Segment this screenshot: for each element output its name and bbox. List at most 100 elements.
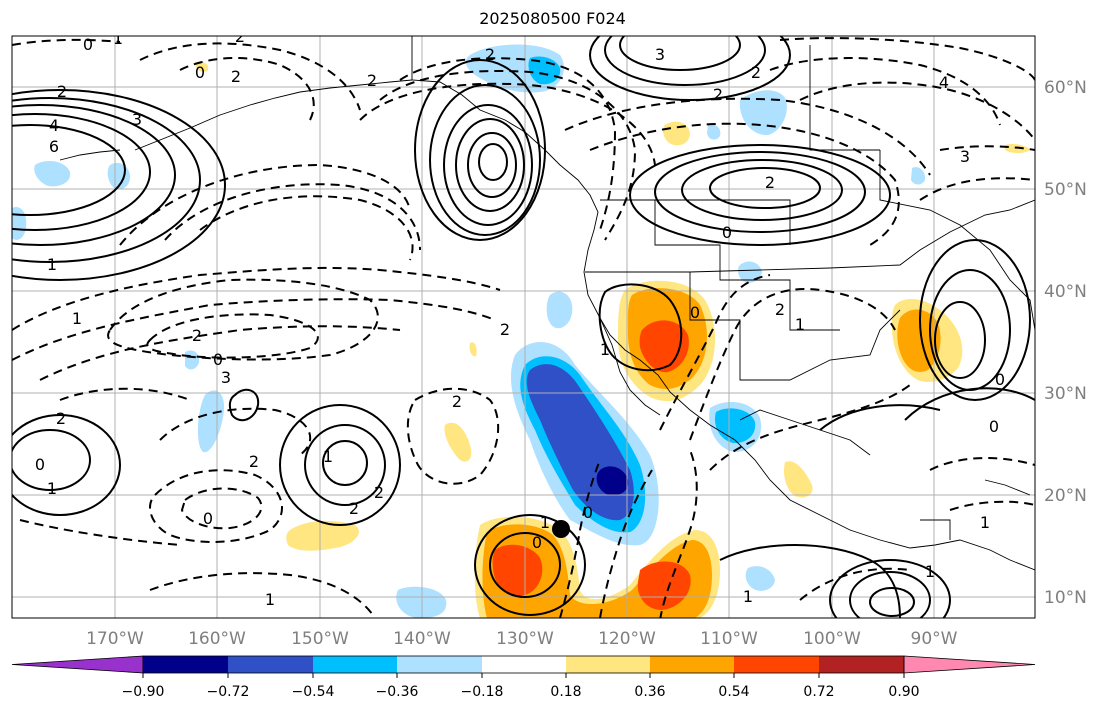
contour-label: 3 xyxy=(132,110,142,129)
negative-anomaly-region xyxy=(739,90,787,136)
positive-anomaly-region xyxy=(444,422,472,462)
colorbar-tick-label: −0.36 xyxy=(376,684,419,700)
colorbar-tick-label: −0.18 xyxy=(461,684,504,700)
contour-label: 1 xyxy=(47,479,57,498)
contour-label: 1 xyxy=(265,590,275,609)
lat-label: 60°N xyxy=(1044,78,1087,98)
negative-anomaly-region xyxy=(745,566,775,591)
lon-label: 130°W xyxy=(496,629,554,649)
contour-label: 1 xyxy=(795,315,805,334)
colorbar-box xyxy=(650,656,734,673)
positive-anomaly-region xyxy=(195,61,209,72)
contour-label: 0 xyxy=(532,533,542,552)
contour-label: 1 xyxy=(72,309,82,328)
contour-label: 1 xyxy=(323,447,333,466)
colorbar-box xyxy=(482,656,566,673)
negative-anomaly-region xyxy=(197,390,225,453)
lon-label: 150°W xyxy=(291,629,349,649)
contour-label: 1 xyxy=(113,29,123,48)
contour-label: 2 xyxy=(765,173,775,192)
contour-label: 2 xyxy=(367,71,377,90)
map-title: 2025080500 F024 xyxy=(479,9,626,28)
contour-label: 2 xyxy=(452,392,462,411)
contour-label: 2 xyxy=(56,409,66,428)
contour-label: 6 xyxy=(49,137,59,156)
lat-label: 50°N xyxy=(1044,180,1087,200)
contour-label: 1 xyxy=(600,340,610,359)
plot-frame xyxy=(11,35,1036,619)
contour-label: 1 xyxy=(980,513,990,532)
contour-label: 2 xyxy=(775,300,785,319)
contour-label: 0 xyxy=(722,223,732,242)
contour-label: 2 xyxy=(349,499,359,518)
colorbar-box xyxy=(566,656,650,673)
positive-anomaly-region xyxy=(637,561,691,610)
colorbar-box xyxy=(228,656,313,673)
contour-label: 3 xyxy=(221,368,231,387)
colorbar-box xyxy=(734,656,819,673)
contour-label: 2 xyxy=(192,326,202,345)
contour-label: 2 xyxy=(235,27,245,46)
contour-label: 0 xyxy=(690,303,700,322)
positive-anomaly-region xyxy=(286,520,359,551)
colorbar-tick-label: −0.54 xyxy=(292,684,335,700)
negative-anomaly-region xyxy=(34,160,71,187)
contour-label: 0 xyxy=(195,63,205,82)
colorbar-ticks xyxy=(142,673,905,678)
lat-label: 10°N xyxy=(1044,588,1087,608)
contour-label: 2 xyxy=(231,67,241,86)
contour-label: 2 xyxy=(57,82,67,101)
negative-anomaly-region xyxy=(911,167,926,185)
contour-label: 2 xyxy=(500,320,510,339)
negative-anomaly-region xyxy=(396,586,447,618)
colorbar-box xyxy=(397,656,482,673)
colorbar-tick-label: 0.90 xyxy=(888,684,919,700)
contour-label: 2 xyxy=(713,85,723,104)
colorbar-tick-label: −0.72 xyxy=(207,684,250,700)
colorbar-box xyxy=(313,656,397,673)
contour-label: 1 xyxy=(743,587,753,606)
positive-anomaly-region xyxy=(639,320,689,373)
contour-label: 0 xyxy=(989,417,999,436)
contour-label: 4 xyxy=(939,73,949,92)
lat-label: 20°N xyxy=(1044,486,1087,506)
colorbar-extend-left xyxy=(11,655,144,674)
lon-label: 100°W xyxy=(803,629,861,649)
negative-anomaly-region xyxy=(546,291,573,329)
colorbar-tick-label: 0.54 xyxy=(718,684,749,700)
colorbar-box xyxy=(143,656,228,673)
contour-label: 2 xyxy=(374,483,384,502)
colorbar-box xyxy=(819,656,904,673)
marker-dot xyxy=(552,520,570,538)
contour-label: 0 xyxy=(213,350,223,369)
colorbar-frame xyxy=(142,655,905,674)
contour-label: 2 xyxy=(249,452,259,471)
colorbar-tick-label: 0.72 xyxy=(803,684,834,700)
colorbar-tick-label: 0.36 xyxy=(634,684,665,700)
contour-label: 4 xyxy=(49,116,59,135)
positive-anomaly-region xyxy=(492,544,543,596)
lon-label: 170°W xyxy=(86,629,144,649)
colorbar-tick-label: −0.90 xyxy=(122,684,165,700)
lon-label: 120°W xyxy=(598,629,656,649)
contour-label: 0 xyxy=(203,509,213,528)
lat-label: 30°N xyxy=(1044,384,1087,404)
colorbar-extend-right xyxy=(903,655,1036,674)
contour-label: 2 xyxy=(485,45,495,64)
positive-anomaly-region xyxy=(784,461,813,498)
negative-anomaly-region xyxy=(737,261,762,283)
contour-label: 0 xyxy=(995,370,1005,389)
colorbar-boxes xyxy=(11,655,1036,674)
contour-label: 0 xyxy=(83,35,93,54)
positive-anomaly-region xyxy=(469,342,477,357)
contour-label: 0 xyxy=(583,503,593,522)
negative-anomaly-region xyxy=(707,124,721,140)
lon-label: 140°W xyxy=(393,629,451,649)
lat-label: 40°N xyxy=(1044,282,1087,302)
lon-label: 90°W xyxy=(911,629,958,649)
colorbar: −0.90 −0.72 −0.54 −0.36 −0.18 0.18 0.36 … xyxy=(11,655,1036,700)
contour-label: 3 xyxy=(960,147,970,166)
negative-anomaly-region xyxy=(596,466,629,496)
